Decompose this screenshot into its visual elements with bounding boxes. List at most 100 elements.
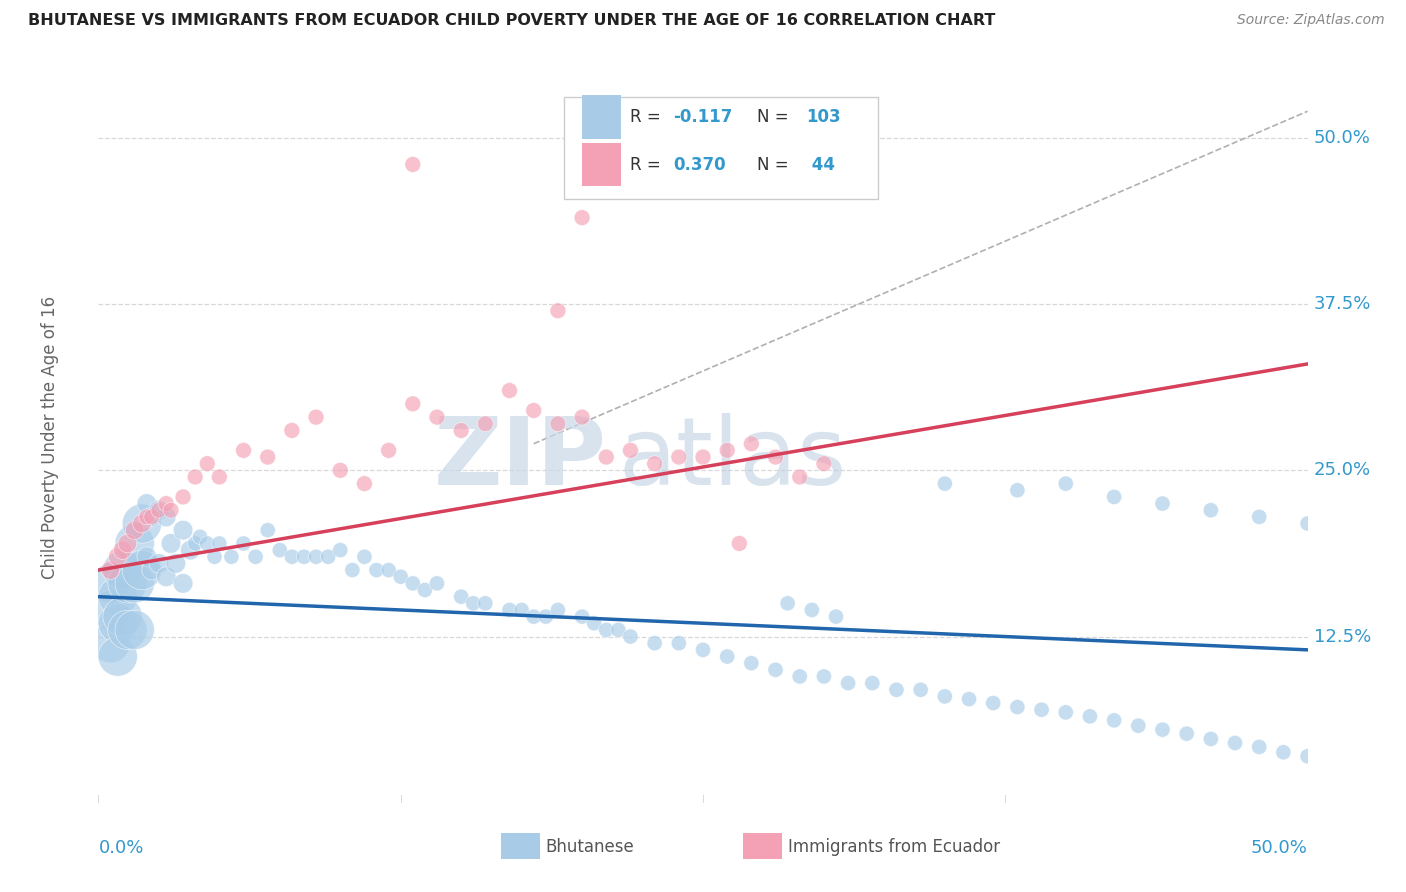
Point xyxy=(160,536,183,550)
Point xyxy=(131,516,153,531)
Text: Child Poverty Under the Age of 16: Child Poverty Under the Age of 16 xyxy=(41,295,59,579)
Point xyxy=(172,523,194,537)
Point xyxy=(107,649,129,664)
Point xyxy=(377,563,399,577)
Point xyxy=(523,403,546,417)
Point xyxy=(135,497,157,511)
Text: 44: 44 xyxy=(806,155,835,174)
Point xyxy=(776,596,799,610)
Point xyxy=(413,582,436,597)
Text: 37.5%: 37.5% xyxy=(1313,295,1371,313)
Point xyxy=(644,636,666,650)
Text: 25.0%: 25.0% xyxy=(1313,461,1371,479)
Point xyxy=(1249,739,1271,754)
Point xyxy=(547,303,569,318)
Point xyxy=(1007,483,1029,498)
Point xyxy=(981,696,1004,710)
Point xyxy=(281,549,304,564)
Point xyxy=(366,563,388,577)
Point xyxy=(571,410,593,425)
Point xyxy=(668,450,690,464)
Text: -0.117: -0.117 xyxy=(673,108,733,126)
Text: R =: R = xyxy=(630,108,666,126)
Point xyxy=(353,549,375,564)
Point xyxy=(523,609,546,624)
FancyBboxPatch shape xyxy=(582,95,621,138)
Point xyxy=(728,536,751,550)
Point xyxy=(740,436,762,450)
Point xyxy=(619,443,641,458)
Point xyxy=(148,503,170,517)
Point xyxy=(860,676,883,690)
Point xyxy=(329,463,352,477)
Text: N =: N = xyxy=(758,155,794,174)
Point xyxy=(305,410,328,425)
Point xyxy=(111,563,134,577)
Point xyxy=(165,557,187,571)
Point xyxy=(607,623,630,637)
Point xyxy=(692,450,714,464)
Point xyxy=(124,536,146,550)
Point xyxy=(1054,706,1077,720)
Point xyxy=(342,563,364,577)
Point xyxy=(107,590,129,604)
Point xyxy=(256,523,278,537)
Point xyxy=(141,509,163,524)
Text: Immigrants from Ecuador: Immigrants from Ecuador xyxy=(787,838,1000,855)
Point xyxy=(179,543,201,558)
Point xyxy=(117,623,139,637)
Point xyxy=(204,549,226,564)
Point xyxy=(813,669,835,683)
Text: N =: N = xyxy=(758,108,794,126)
Point xyxy=(534,609,557,624)
Point xyxy=(716,443,738,458)
Point xyxy=(934,690,956,704)
FancyBboxPatch shape xyxy=(582,143,621,186)
Point xyxy=(148,503,170,517)
Point xyxy=(111,543,134,558)
Point xyxy=(571,609,593,624)
Point xyxy=(208,536,231,550)
Point xyxy=(547,603,569,617)
Point xyxy=(107,616,129,631)
Point xyxy=(571,211,593,225)
Point xyxy=(195,536,218,550)
Point xyxy=(910,682,932,697)
Point xyxy=(107,549,129,564)
Point xyxy=(389,570,412,584)
Point xyxy=(124,576,146,591)
Point xyxy=(1175,726,1198,740)
Point xyxy=(789,470,811,484)
Point xyxy=(281,424,304,438)
Point xyxy=(148,557,170,571)
Point xyxy=(886,682,908,697)
Point xyxy=(232,536,254,550)
Point xyxy=(232,443,254,458)
Point xyxy=(124,623,146,637)
FancyBboxPatch shape xyxy=(564,97,879,200)
Point xyxy=(1152,497,1174,511)
Point xyxy=(402,397,425,411)
Point xyxy=(305,549,328,564)
Point xyxy=(256,450,278,464)
Point xyxy=(117,576,139,591)
Text: 50.0%: 50.0% xyxy=(1251,839,1308,857)
Point xyxy=(135,509,157,524)
Point xyxy=(1078,709,1101,723)
Point xyxy=(172,576,194,591)
Point xyxy=(934,476,956,491)
Point xyxy=(195,457,218,471)
Point xyxy=(1031,703,1053,717)
Point xyxy=(1152,723,1174,737)
Point xyxy=(184,470,207,484)
Point xyxy=(619,630,641,644)
Point xyxy=(1296,516,1319,531)
Point xyxy=(100,636,122,650)
Point xyxy=(100,576,122,591)
Point xyxy=(498,603,520,617)
Point xyxy=(131,563,153,577)
Text: 103: 103 xyxy=(806,108,841,126)
Point xyxy=(245,549,267,564)
Point xyxy=(131,516,153,531)
Point xyxy=(474,417,496,431)
